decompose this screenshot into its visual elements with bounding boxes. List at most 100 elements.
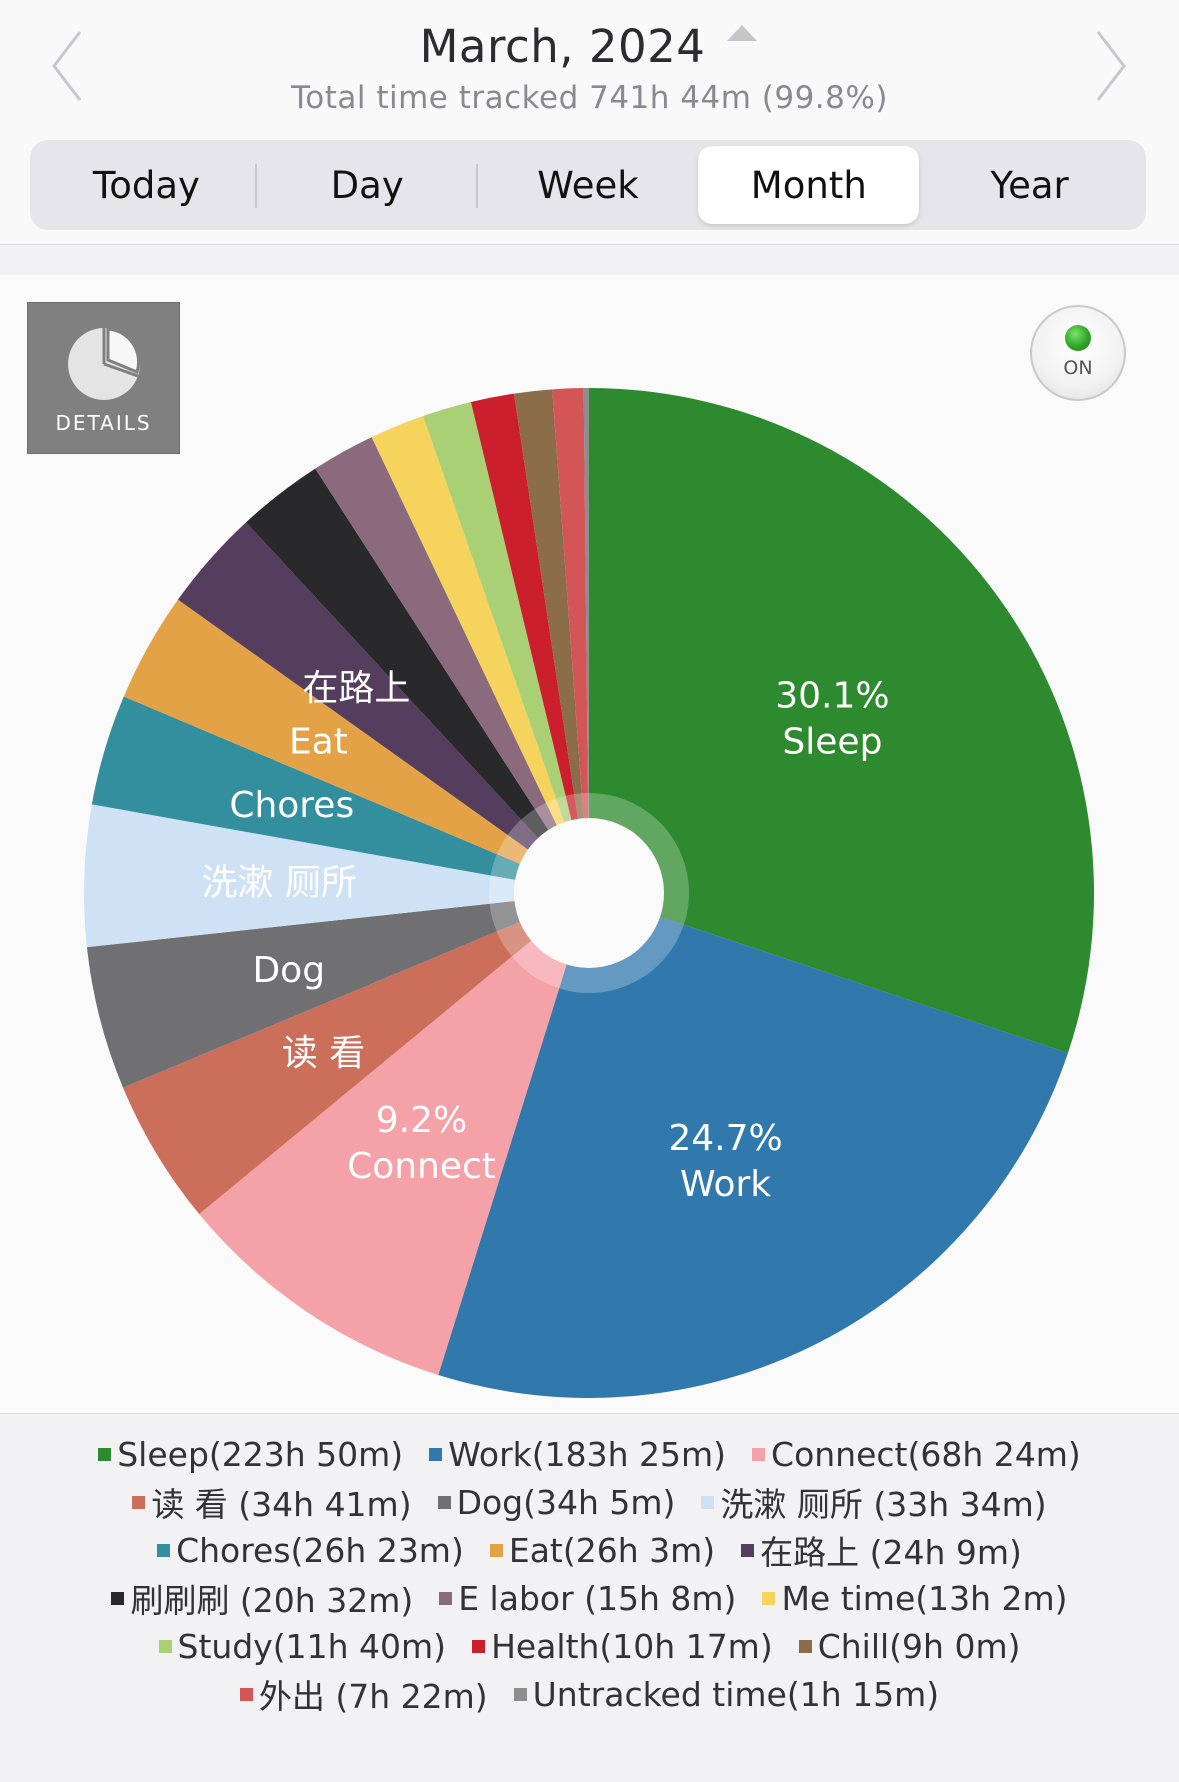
pie-slice-2[interactable] — [438, 893, 1068, 1398]
legend-label: 刷刷刷 (20h 32m) — [130, 1581, 414, 1620]
legend-swatch-icon — [98, 1447, 112, 1461]
slice-label-2: 24.7% Work — [668, 1118, 782, 1205]
pie-slice-16[interactable] — [552, 388, 589, 893]
legend-label: Work(183h 25m) — [448, 1434, 727, 1474]
pie-chart: 30.1% Sleep 24.7% Work 9.2% Connect 读 看 Dog 洗漱 厕… — [83, 388, 1094, 1398]
slice-name-3: Connect — [347, 1146, 496, 1187]
legend-item-2[interactable]: Work(183h 25m) — [429, 1435, 726, 1474]
green-light-icon — [1065, 325, 1091, 351]
legend-label: Dog(34h 5m) — [456, 1482, 676, 1522]
legend-swatch-icon — [472, 1639, 486, 1653]
center-ring-segment-14 — [565, 794, 578, 821]
tab-month[interactable]: Month — [698, 146, 920, 224]
slice-percent-1: 30.1% — [775, 676, 889, 717]
legend-swatch-icon — [701, 1495, 715, 1509]
legend-item-5[interactable]: Dog(34h 5m) — [437, 1482, 676, 1522]
tab-day[interactable]: Day — [257, 146, 478, 224]
slice-percent-3: 9.2% — [376, 1100, 467, 1141]
slice-label-9: 在路上 — [302, 668, 410, 709]
legend-label: Chores(26h 23m) — [176, 1530, 464, 1570]
legend-item-10[interactable]: 刷刷刷 (20h 32m) — [111, 1574, 413, 1622]
pie-slice-11[interactable] — [315, 437, 589, 893]
legend-swatch-icon — [437, 1495, 451, 1509]
page-title: March, 2024 — [419, 20, 706, 73]
legend-item-8[interactable]: Eat(26h 3m) — [489, 1531, 715, 1570]
period-selector[interactable]: March, 2024 — [420, 18, 760, 76]
pie-slice-4[interactable] — [123, 893, 590, 1215]
legend-row-4: 刷刷刷 (20h 32m) E labor (15h 8m) Me time(13h… — [0, 1574, 1179, 1622]
center-ring-segment-8 — [496, 834, 528, 864]
pie-chart-icon — [67, 327, 140, 400]
previous-arrow-icon[interactable] — [48, 28, 88, 104]
slice-label-5: Dog — [252, 950, 325, 991]
legend-row-6: 外出 (7h 22m) Untracked time(1h 15m) — [0, 1670, 1179, 1718]
legend-label: Chill(9h 0m) — [817, 1626, 1021, 1666]
legend-item-7[interactable]: Chores(26h 23m) — [157, 1531, 464, 1570]
center-ring-segment-4 — [496, 921, 532, 957]
legend-item-4[interactable]: 读 看 (34h 41m) — [132, 1478, 412, 1526]
legend-label: Untracked time(1h 15m) — [532, 1674, 940, 1714]
details-button[interactable]: DETAILS — [27, 302, 180, 454]
legend-swatch-icon — [762, 1591, 776, 1605]
total-time-subtitle: Total time tracked 741h 44m (99.8%) — [291, 80, 888, 116]
legend-item-13[interactable]: Study(11h 40m) — [158, 1626, 447, 1666]
center-ring-segment-10 — [521, 808, 549, 838]
legend-swatch-icon — [429, 1447, 443, 1461]
slice-label-1: 30.1% Sleep — [775, 676, 889, 763]
pie-slice-8[interactable] — [123, 599, 589, 893]
legend-item-16[interactable]: 外出 (7h 22m) — [239, 1670, 488, 1718]
legend-label: Sleep(223h 50m) — [117, 1434, 404, 1474]
legend-swatch-icon — [111, 1591, 125, 1605]
legend-swatch-icon — [489, 1543, 503, 1557]
tab-today[interactable]: Today — [36, 146, 257, 224]
on-toggle-button[interactable]: ON — [1030, 305, 1126, 401]
legend-row-2: 读 看 (34h 41m) Dog(34h 5m) 洗漱 厕所 (33h 34m) — [0, 1478, 1179, 1526]
legend-item-15[interactable]: Chill(9h 0m) — [798, 1626, 1021, 1666]
pie-slice-17[interactable] — [583, 388, 589, 893]
center-ring-segment-3 — [511, 940, 567, 989]
center-ring-segment-2 — [559, 916, 684, 993]
legend-item-6[interactable]: 洗漱 厕所 (33h 34m) — [701, 1478, 1047, 1526]
pie-slice-12[interactable] — [371, 416, 589, 893]
slice-name-2: Work — [680, 1164, 771, 1205]
legend-label: 在路上 (24h 9m) — [760, 1533, 1022, 1572]
legend-row-5: Study(11h 40m) Health(10h 17m) Chill(9h 0m… — [0, 1622, 1179, 1670]
center-ring-segment-7 — [490, 854, 520, 880]
on-label: ON — [1063, 357, 1093, 379]
tab-week[interactable]: Week — [537, 163, 639, 207]
tab-year[interactable]: Year — [990, 163, 1069, 207]
pie-slice-14[interactable] — [470, 393, 589, 893]
details-label: DETAILS — [55, 411, 152, 435]
legend-label: Study(11h 40m) — [177, 1626, 447, 1666]
legend-item-9[interactable]: 在路上 (24h 9m) — [741, 1526, 1022, 1574]
next-arrow-icon[interactable] — [1090, 28, 1130, 104]
legend-swatch-icon — [798, 1639, 812, 1653]
center-ring-segment-12 — [545, 798, 565, 826]
legend-item-17[interactable]: Untracked time(1h 15m) — [513, 1674, 940, 1714]
legend-item-14[interactable]: Health(10h 17m) — [472, 1627, 773, 1666]
pie-slice-5[interactable] — [86, 893, 589, 1088]
pie-slice-9[interactable] — [177, 522, 590, 893]
slice-label-6: 洗漱 厕所 — [201, 862, 356, 903]
legend-swatch-icon — [157, 1543, 171, 1557]
legend-item-3[interactable]: Connect(68h 24m) — [752, 1435, 1081, 1474]
pie-slice-1[interactable] — [589, 388, 1094, 1054]
pie-slice-10[interactable] — [246, 468, 590, 893]
legend-row-3: Chores(26h 23m) Eat(26h 3m) 在路上 (24h 9m) — [0, 1526, 1179, 1574]
legend-item-1[interactable]: Sleep(223h 50m) — [98, 1435, 403, 1474]
legend-swatch-icon — [158, 1639, 172, 1653]
legend-label: E labor (15h 8m) — [458, 1578, 737, 1618]
center-ring-segment-9 — [507, 819, 539, 850]
pie-slice-7[interactable] — [91, 696, 590, 893]
center-ring-segment-15 — [574, 793, 584, 819]
pie-slice-15[interactable] — [514, 389, 589, 893]
legend-item-11[interactable]: E labor (15h 8m) — [439, 1579, 736, 1618]
pie-slice-3[interactable] — [199, 893, 590, 1375]
center-ring-segment-6 — [488, 875, 516, 904]
title-block: March, 2024 Total time tracked 741h 44m … — [0, 18, 1179, 118]
legend-label: 外出 (7h 22m) — [258, 1677, 488, 1716]
pie-slice-6[interactable] — [83, 804, 589, 948]
legend-item-12[interactable]: Me time(13h 2m) — [762, 1579, 1068, 1618]
legend-label: Health(10h 17m) — [491, 1626, 773, 1666]
pie-slice-13[interactable] — [423, 401, 589, 893]
